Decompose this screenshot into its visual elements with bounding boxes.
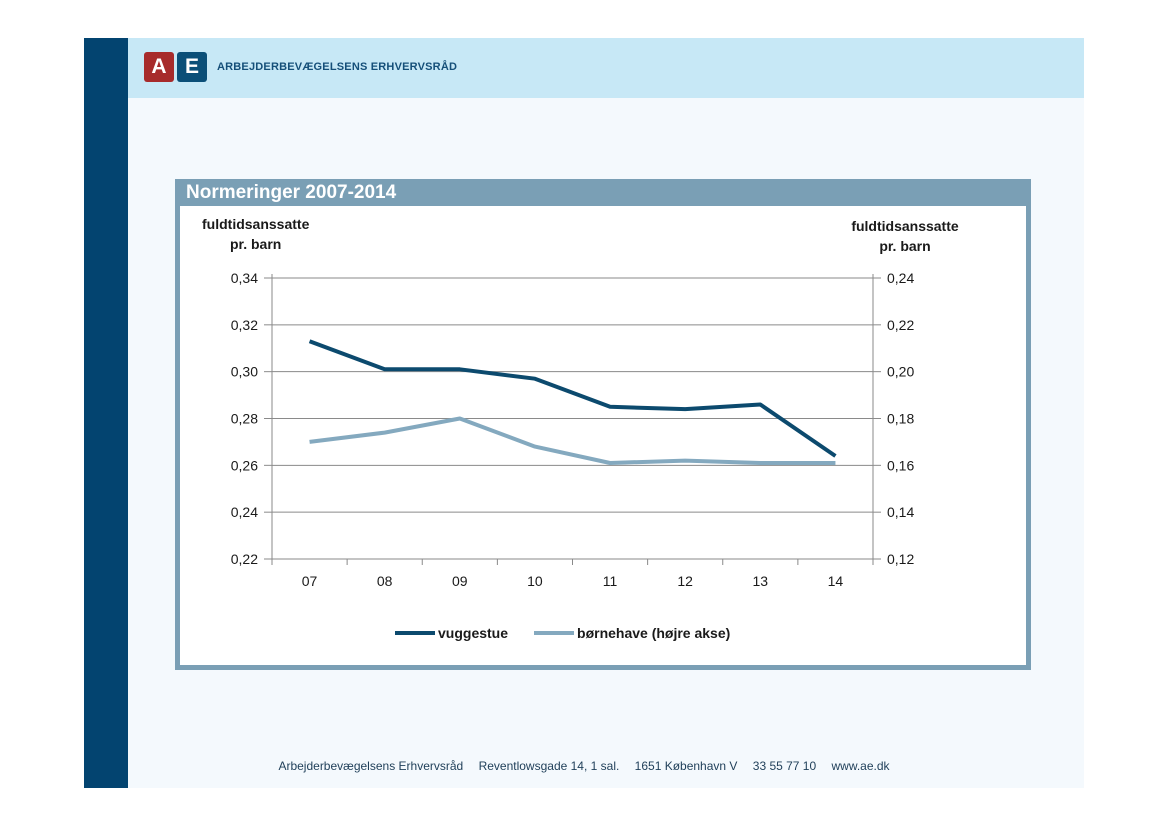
logo-letter-a: A [144, 52, 174, 82]
left-axis-label-line2: pr. barn [230, 236, 282, 252]
left-tick-label: 0,24 [231, 504, 258, 520]
chart-legend: vuggestue børnehave (højre akse) [395, 625, 756, 641]
footer-org: Arbejderbevægelsens Erhvervsråd [278, 759, 464, 773]
org-name: ARBEJDERBEVÆGELSENS ERHVERVSRÅD [217, 61, 458, 73]
header-band [128, 38, 1084, 98]
left-tick-label: 0,26 [231, 457, 258, 473]
left-tick-label: 0,28 [231, 411, 258, 427]
left-tick-label: 0,32 [231, 317, 258, 333]
x-tick-label: 13 [753, 573, 769, 589]
series-line-bornehave [309, 416, 836, 465]
x-tick-label: 11 [603, 573, 618, 589]
left-accent-bar [84, 38, 128, 788]
chart-title: Normeringer 2007-2014 [186, 182, 397, 203]
left-tick-label: 0,30 [231, 364, 258, 380]
chart-area: fuldtidsanssatte pr. barn fuldtidsanssat… [180, 206, 1026, 665]
legend-item-bornehave: børnehave (højre akse) [534, 625, 730, 641]
series-line-vuggestue [308, 339, 837, 458]
left-tick-label: 0,22 [231, 551, 258, 567]
x-tick-label: 08 [377, 573, 393, 589]
footer-city: 1651 København V [634, 759, 738, 773]
right-axis-label: fuldtidsanssatte pr. barn [830, 216, 980, 256]
footer-address: Reventlowsgade 14, 1 sal. [478, 759, 620, 773]
x-tick-label: 09 [452, 573, 468, 589]
legend-item-vuggestue: vuggestue [395, 625, 508, 641]
x-tick-label: 10 [527, 573, 543, 589]
ae-logo[interactable]: A E ARBEJDERBEVÆGELSENS ERHVERVSRÅD [144, 52, 457, 82]
legend-label-bornehave: børnehave (højre akse) [577, 625, 731, 641]
x-tick-label: 14 [828, 573, 844, 589]
right-tick-label: 0,16 [887, 457, 914, 473]
left-tick-label: 0,34 [231, 270, 258, 286]
left-axis-label: fuldtidsanssatte pr. barn [202, 214, 309, 254]
footer-phone: 33 55 77 10 [752, 759, 817, 773]
x-tick-label: 07 [302, 573, 318, 589]
footer: Arbejderbevægelsens Erhvervsråd Reventlo… [84, 759, 1084, 773]
right-tick-label: 0,24 [887, 270, 914, 286]
left-axis-label-line1: fuldtidsanssatte [202, 216, 310, 232]
logo-letter-e: E [177, 52, 207, 82]
right-tick-label: 0,22 [887, 317, 914, 333]
right-tick-label: 0,20 [887, 364, 914, 380]
x-tick-label: 12 [677, 573, 693, 589]
slide: A E ARBEJDERBEVÆGELSENS ERHVERVSRÅD Norm… [84, 38, 1084, 788]
right-axis-label-line1: fuldtidsanssatte [851, 218, 959, 234]
legend-swatch-vuggestue [395, 631, 435, 635]
right-axis-label-line2: pr. barn [879, 238, 931, 254]
right-tick-label: 0,12 [887, 551, 914, 567]
line-chart: 0,22 0,12 0,24 0,14 0,26 0,16 0,28 0,18 0,30 0,20… [231, 270, 915, 589]
footer-web[interactable]: www.ae.dk [831, 759, 890, 773]
right-tick-label: 0,18 [887, 411, 914, 427]
right-tick-label: 0,14 [887, 504, 914, 520]
legend-swatch-bornehave [534, 631, 575, 635]
legend-label-vuggestue: vuggestue [438, 625, 509, 641]
chart-panel: Normeringer 2007-2014 fuldtidsanssatte p… [175, 179, 1031, 670]
